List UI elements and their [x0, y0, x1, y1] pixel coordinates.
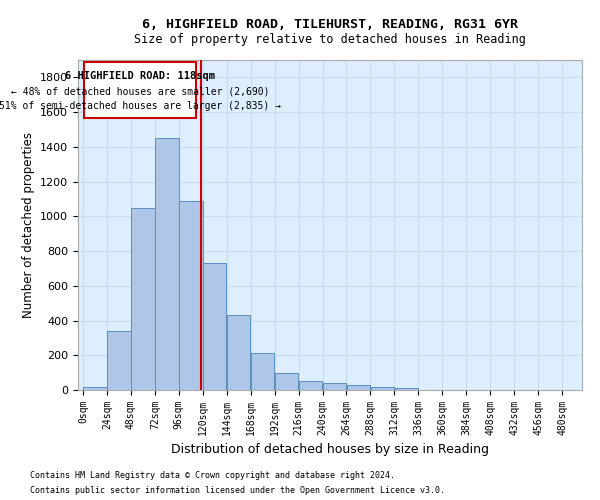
- Bar: [395, 388, 418, 390]
- Bar: [84, 62, 196, 118]
- Text: 51% of semi-detached houses are larger (2,835) →: 51% of semi-detached houses are larger (…: [0, 101, 281, 111]
- Bar: [251, 352, 274, 390]
- Bar: [227, 316, 250, 390]
- X-axis label: Distribution of detached houses by size in Reading: Distribution of detached houses by size …: [171, 444, 489, 456]
- Bar: [371, 388, 394, 390]
- Bar: [83, 386, 107, 390]
- Bar: [155, 138, 179, 390]
- Bar: [299, 382, 322, 390]
- Text: ← 48% of detached houses are smaller (2,690): ← 48% of detached houses are smaller (2,…: [11, 86, 269, 97]
- Text: Contains public sector information licensed under the Open Government Licence v3: Contains public sector information licen…: [30, 486, 445, 495]
- Text: Contains HM Land Registry data © Crown copyright and database right 2024.: Contains HM Land Registry data © Crown c…: [30, 471, 395, 480]
- Bar: [347, 385, 370, 390]
- Text: 6, HIGHFIELD ROAD, TILEHURST, READING, RG31 6YR: 6, HIGHFIELD ROAD, TILEHURST, READING, R…: [142, 18, 518, 30]
- Bar: [131, 208, 155, 390]
- Bar: [107, 331, 131, 390]
- Bar: [275, 372, 298, 390]
- Bar: [179, 200, 203, 390]
- Bar: [203, 263, 226, 390]
- Text: Size of property relative to detached houses in Reading: Size of property relative to detached ho…: [134, 32, 526, 46]
- Y-axis label: Number of detached properties: Number of detached properties: [22, 132, 35, 318]
- Bar: [323, 383, 346, 390]
- Text: 6 HIGHFIELD ROAD: 118sqm: 6 HIGHFIELD ROAD: 118sqm: [65, 70, 215, 81]
